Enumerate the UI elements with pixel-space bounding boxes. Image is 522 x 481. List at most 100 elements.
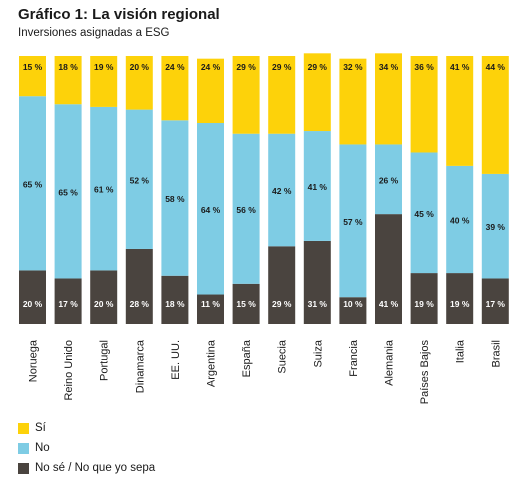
data-label-francia-no: 57 % [343, 217, 363, 227]
bar-segment-brasil-no-se-no-que-yo-sepa [481, 278, 509, 324]
legend-item-no: No [18, 438, 155, 458]
bar-segment-francia-no [339, 144, 367, 298]
bar-segment-espana-si [232, 56, 260, 134]
bar-segment-paises-bajos-no [410, 152, 438, 274]
chart-subtitle: Inversiones asignadas a ESG [18, 27, 170, 39]
bar-segment-suecia-no-se-no-que-yo-sepa [268, 246, 296, 324]
data-label-noruega-no-se-no-que-yo-sepa: 20 % [23, 299, 43, 309]
data-label-paises-bajos-no: 45 % [414, 209, 434, 219]
bar-segment-alemania-no [375, 144, 402, 215]
bar-segment-argentina-si [197, 58, 224, 123]
chart-title: Gráfico 1: La visión regional [18, 6, 220, 23]
data-label-italia-no: 40 % [450, 215, 470, 225]
bar-segment-suiza-si [303, 53, 331, 132]
data-label-suiza-no-se-no-que-yo-sepa: 31 % [308, 299, 328, 309]
category-label-noruega: Noruega [28, 339, 40, 382]
data-label-ee-uu-si: 24 % [165, 62, 185, 72]
data-label-argentina-no: 64 % [201, 205, 221, 215]
data-label-portugal-no: 61 % [94, 185, 114, 195]
bar-segment-suecia-si [268, 56, 296, 134]
data-label-italia-no-se-no-que-yo-sepa: 19 % [450, 299, 470, 309]
bar-segment-italia-no [446, 165, 474, 274]
category-label-portugal: Portugal [99, 340, 111, 381]
legend-swatch-no [18, 442, 29, 454]
category-label-suiza: Suiza [312, 339, 324, 367]
bar-segment-brasil-si [481, 56, 509, 174]
legend-label-si: Sí [35, 422, 46, 434]
bar-segment-suecia-no [268, 133, 296, 247]
data-label-dinamarca-no-se-no-que-yo-sepa: 28 % [130, 299, 150, 309]
bar-segment-argentina-no [197, 123, 224, 295]
bar-segment-italia-si [446, 56, 474, 166]
bar-segment-francia-no-se-no-que-yo-sepa [339, 297, 367, 324]
data-label-argentina-si: 24 % [201, 62, 221, 72]
data-label-suecia-si: 29 % [272, 62, 292, 72]
data-label-suiza-no: 41 % [308, 182, 328, 192]
category-label-argentina: Argentina [206, 339, 218, 387]
data-label-suecia-no: 42 % [272, 186, 292, 196]
bar-segment-alemania-no-se-no-que-yo-sepa [375, 214, 402, 324]
bar-segment-reino-unido-si [54, 56, 82, 105]
bar-segment-paises-bajos-no-se-no-que-yo-sepa [410, 273, 438, 324]
category-label-alemania: Alemania [384, 339, 396, 386]
data-label-portugal-si: 19 % [94, 62, 114, 72]
bar-segment-ee-uu-si [161, 56, 189, 121]
bar-segment-dinamarca-no-se-no-que-yo-sepa [125, 248, 153, 324]
chart-legend: Sí No No sé / No que yo sepa [18, 418, 155, 478]
bar-segment-noruega-si [19, 56, 46, 97]
data-label-dinamarca-no: 52 % [130, 175, 150, 185]
data-label-argentina-no-se-no-que-yo-sepa: 11 % [201, 299, 220, 309]
data-label-espana-no-se-no-que-yo-sepa: 15 % [236, 299, 256, 309]
legend-label-no: No [35, 442, 50, 454]
data-label-portugal-no-se-no-que-yo-sepa: 20 % [94, 299, 114, 309]
bar-segment-ee-uu-no-se-no-que-yo-sepa [161, 275, 189, 324]
bar-segment-francia-si [339, 58, 367, 145]
data-label-espana-si: 29 % [236, 62, 256, 72]
data-label-suiza-si: 29 % [308, 62, 328, 72]
bar-segment-ee-uu-no [161, 120, 189, 276]
bar-segment-paises-bajos-si [410, 56, 438, 153]
bar-segment-portugal-no-se-no-que-yo-sepa [90, 270, 118, 324]
data-label-francia-no-se-no-que-yo-sepa: 10 % [343, 299, 363, 309]
stacked-bar-chart: 20 % 65 % 15 % Noruega 17 % 65 % 18 % Reino Uni… [19, 53, 509, 404]
data-label-paises-bajos-no-se-no-que-yo-sepa: 19 % [414, 299, 434, 309]
data-label-dinamarca-si: 20 % [130, 62, 150, 72]
bar-segment-argentina-no-se-no-que-yo-sepa [197, 294, 224, 324]
data-label-reino-unido-no-se-no-que-yo-sepa: 17 % [58, 299, 78, 309]
category-label-italia: Italia [455, 339, 467, 363]
bar-segment-espana-no-se-no-que-yo-sepa [232, 283, 260, 324]
category-label-reino-unido: Reino Unido [63, 340, 75, 401]
bar-segment-noruega-no-se-no-que-yo-sepa [19, 270, 46, 324]
category-label-brasil: Brasil [490, 340, 502, 368]
category-label-espana: España [241, 339, 253, 377]
data-label-francia-si: 32 % [343, 62, 363, 72]
data-label-paises-bajos-si: 36 % [414, 62, 434, 72]
data-label-ee-uu-no: 58 % [165, 194, 185, 204]
bar-segment-suiza-no-se-no-que-yo-sepa [303, 240, 331, 324]
bar-segment-dinamarca-si [125, 56, 153, 110]
bar-segment-italia-no-se-no-que-yo-sepa [446, 273, 474, 324]
bar-segment-dinamarca-no [125, 109, 153, 249]
legend-swatch-si [18, 422, 29, 434]
data-label-noruega-si: 15 % [23, 62, 43, 72]
data-label-brasil-no: 39 % [486, 222, 506, 232]
bar-segment-suiza-no [303, 131, 331, 241]
data-label-espana-no: 56 % [236, 205, 256, 215]
data-label-alemania-no: 26 % [379, 175, 399, 185]
category-label-ee-uu: EE. UU. [170, 340, 182, 380]
data-label-brasil-no-se-no-que-yo-sepa: 17 % [486, 299, 506, 309]
data-label-italia-si: 41 % [450, 62, 470, 72]
data-label-alemania-no-se-no-que-yo-sepa: 41 % [379, 299, 399, 309]
data-label-ee-uu-no-se-no-que-yo-sepa: 18 % [165, 299, 185, 309]
data-label-suecia-no-se-no-que-yo-sepa: 29 % [272, 299, 292, 309]
data-label-reino-unido-si: 18 % [58, 62, 78, 72]
data-label-noruega-no: 65 % [23, 179, 43, 189]
bar-segment-alemania-si [375, 53, 402, 145]
legend-label-no-se: No sé / No que yo sepa [35, 462, 156, 474]
legend-item-si: Sí [18, 418, 155, 438]
bar-segment-reino-unido-no [54, 104, 82, 279]
bar-segment-noruega-no [19, 96, 46, 271]
bar-segment-brasil-no [481, 173, 509, 279]
legend-item-no-se: No sé / No que yo sepa [18, 458, 155, 478]
